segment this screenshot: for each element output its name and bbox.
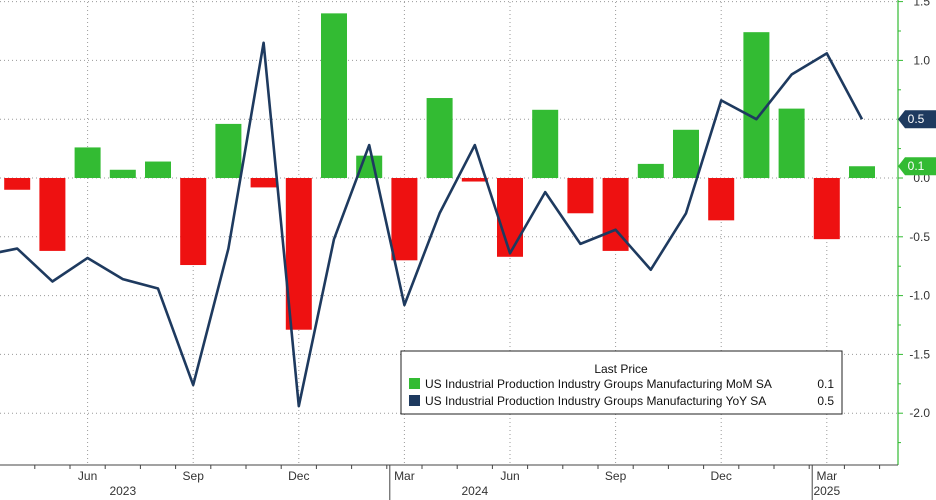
legend-value-mom: 0.1 [817,377,834,391]
bar [567,178,594,214]
bars-layer [4,13,875,330]
x-tick-label: Sep [605,469,627,483]
last-value-tag: 0.5 [898,110,936,129]
legend-layer: Last Price US Industrial Production Indu… [400,350,843,415]
bar [321,13,347,178]
last-value-tag-bg [898,157,936,176]
bar [461,178,488,182]
bar [4,178,31,190]
legend-box [400,350,843,415]
bar [145,161,171,178]
x-tick-label: Jun [78,469,97,483]
bar [74,147,101,178]
bar [250,178,277,188]
bar [109,169,136,178]
bar [180,178,207,266]
y-tick-label: 1.0 [913,53,930,67]
bar [813,178,840,240]
legend-value-yoy: 0.5 [817,394,834,408]
bar [39,178,66,251]
x-tick-label: Mar [816,469,837,483]
x-tick-label: Sep [183,469,205,483]
bar [637,163,664,178]
y-tick-label: 1.5 [913,0,930,9]
bar [778,108,805,178]
x-tick-label: Dec [711,469,732,483]
legend-swatch-mom [409,378,420,389]
y-tick-label: -1.5 [909,347,930,361]
bar [708,178,735,221]
line-layer [0,41,864,408]
bar [849,166,875,178]
last-value-tag-label: 0.1 [908,159,925,173]
legend-swatch-yoy [409,395,420,406]
last-value-tag-bg [898,110,936,129]
bar [215,123,242,178]
tag-layer: 0.5 0.1 [898,110,936,176]
x-tick-label: Dec [288,469,309,483]
bar [673,129,699,178]
y-tick-label: -0.5 [909,230,930,244]
x-tick-label: Mar [394,469,415,483]
last-value-tag-label: 0.5 [908,112,925,126]
bar [743,32,770,179]
year-label: 2025 [813,484,840,498]
x-tick-label: Jun [500,469,519,483]
legend-label-mom: US Industrial Production Industry Groups… [425,377,772,391]
y-tick-label: -1.0 [909,289,930,303]
line-series-yoy [0,41,864,408]
year-label: 2024 [461,484,488,498]
bar [426,98,453,178]
bar [497,178,523,257]
y-tick-label: -2.0 [909,406,930,420]
legend-label-yoy: US Industrial Production Industry Groups… [425,394,766,408]
legend-title: Last Price [594,362,648,376]
bar [532,109,559,178]
year-label: 2023 [109,484,136,498]
last-value-tag: 0.1 [898,157,936,176]
bar [391,178,418,261]
